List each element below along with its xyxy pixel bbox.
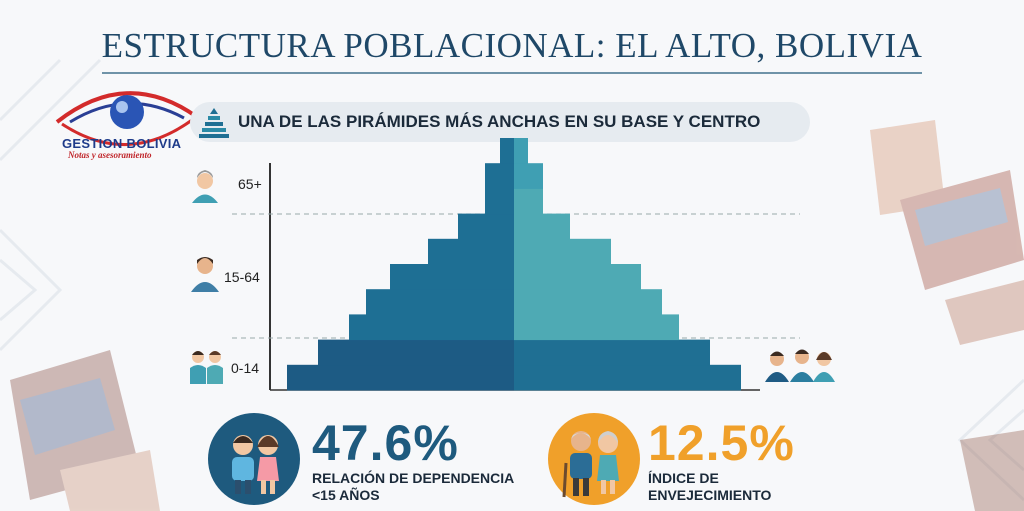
pyramid-bar-right: [514, 339, 710, 366]
pyramid-bar-right: [514, 188, 543, 215]
age-label-15-64: 15-64: [224, 269, 260, 285]
page-title: ESTRUCTURA POBLACIONAL: EL ALTO, BOLIVIA: [101, 26, 923, 65]
man-icon: [191, 257, 219, 292]
age-label-65-plus: 65+: [238, 176, 262, 192]
aging-index-label-1: ÍNDICE DE: [648, 470, 719, 486]
dependency-ratio-label-2: <15 AÑOS: [312, 487, 380, 503]
pyramid-bar-left: [318, 339, 514, 366]
elderly-couple-icon: [548, 413, 640, 505]
pyramid-bar-left: [458, 213, 514, 240]
subtitle-pill: [190, 102, 810, 142]
pyramid-bar-left: [485, 163, 514, 189]
pyramid-bar-right: [514, 264, 641, 290]
age-label-0-14: 0-14: [231, 360, 259, 376]
aging-index-value: 12.5%: [648, 415, 795, 471]
pyramid-bar-right: [514, 314, 679, 341]
pyramid-bar-left: [287, 364, 514, 391]
children-icon: [190, 351, 223, 384]
pyramid-icon: [199, 108, 229, 138]
pyramid-bar-right: [514, 238, 611, 265]
pyramid-bar-left: [349, 314, 514, 341]
pyramid-bar-left: [428, 238, 514, 265]
aging-index-label-2: ENVEJECIMIENTO: [648, 487, 772, 503]
logo-tagline: Notas y asesoramiento: [68, 150, 152, 160]
title-divider: [102, 72, 922, 74]
pyramid-bar-left: [485, 188, 514, 215]
dependency-ratio-label-1: RELACIÓN DE DEPENDENCIA: [312, 470, 515, 486]
family-icon: [765, 349, 835, 382]
pyramid-bar-right: [514, 364, 741, 391]
subtitle-text: UNA DE LAS PIRÁMIDES MÁS ANCHAS EN SU BA…: [238, 112, 761, 131]
pyramid-bar-left: [366, 289, 514, 315]
pyramid-bar-right: [514, 138, 528, 164]
eye-logo-icon: [55, 91, 199, 147]
pyramid-bar-right: [514, 213, 570, 240]
pyramid-bar-left: [390, 264, 514, 290]
dependency-ratio-value: 47.6%: [312, 415, 459, 471]
elderly-woman-icon: [192, 170, 218, 203]
pyramid-bar-right: [514, 163, 543, 189]
logo-name: GESTION BOLIVIA: [62, 136, 182, 151]
pyramid-bar-right: [514, 289, 662, 315]
pyramid-bar-left: [500, 138, 514, 164]
children-circle-icon: [208, 413, 300, 505]
